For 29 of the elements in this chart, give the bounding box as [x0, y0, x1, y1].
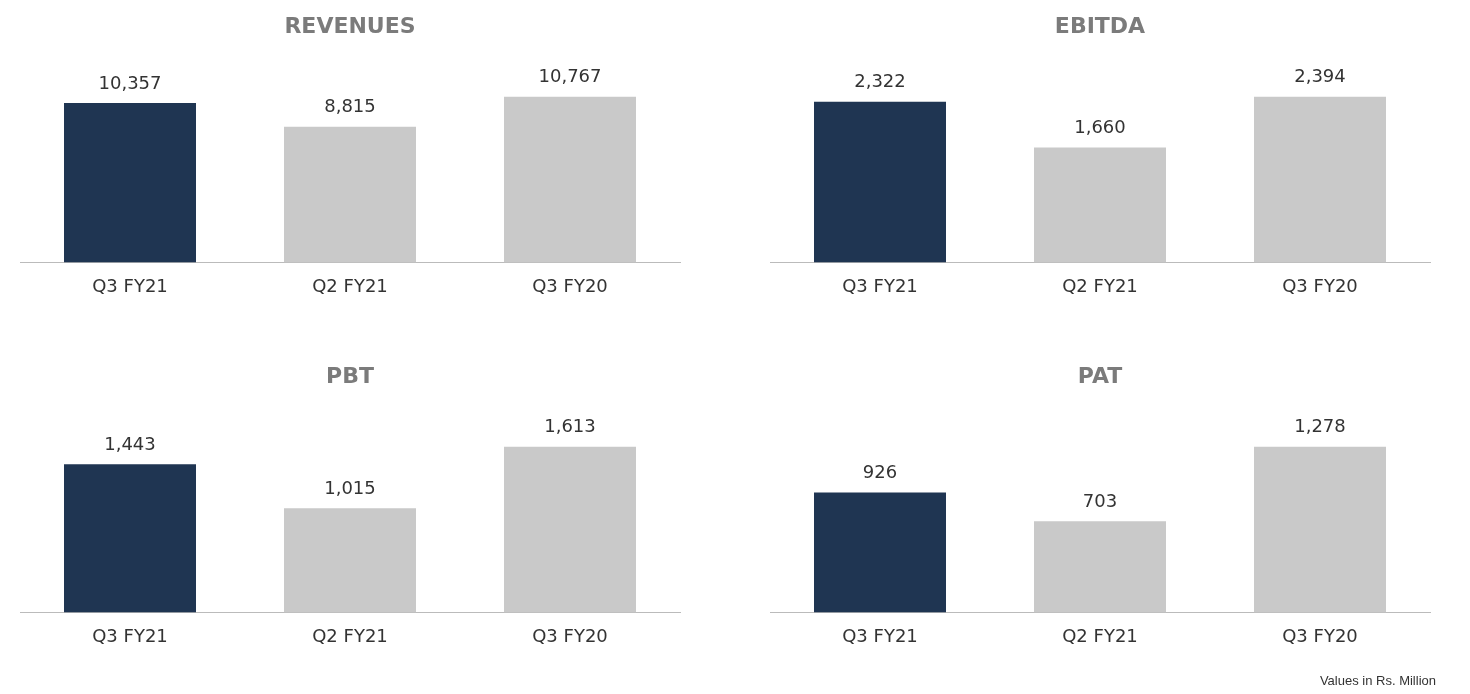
- x-tick-label: Q3 FY20: [1282, 624, 1358, 646]
- chart-title: EBITDA: [1054, 12, 1146, 38]
- data-label: 1,613: [544, 415, 596, 437]
- x-tick-label: Q3 FY21: [842, 274, 918, 296]
- data-label: 1,015: [324, 476, 376, 498]
- data-label: 10,767: [538, 65, 602, 87]
- data-label: 10,357: [98, 71, 162, 93]
- x-tick-label: Q2 FY21: [312, 274, 388, 296]
- data-label: 703: [1082, 489, 1118, 511]
- x-tick-label: Q2 FY21: [312, 624, 388, 646]
- x-tick-label: Q3 FY20: [532, 274, 608, 296]
- data-label: 1,660: [1074, 116, 1126, 138]
- x-tick-label: Q3 FY21: [92, 274, 168, 296]
- chart-title: PBT: [326, 362, 374, 388]
- data-label: 2,394: [1294, 65, 1346, 87]
- chart-title: PAT: [1077, 362, 1123, 388]
- chart-title: REVENUES: [284, 12, 416, 38]
- x-tick-label: Q2 FY21: [1062, 274, 1138, 296]
- x-tick-label: Q3 FY21: [92, 624, 168, 646]
- x-tick-label: Q3 FY21: [842, 624, 918, 646]
- x-tick-label: Q2 FY21: [1062, 624, 1138, 646]
- data-label: 8,815: [324, 95, 376, 117]
- text: Values in Rs. Million: [1319, 673, 1436, 688]
- data-label: 2,322: [854, 70, 906, 92]
- x-tick-label: Q3 FY20: [532, 624, 608, 646]
- data-label: 926: [862, 461, 898, 483]
- x-tick-label: Q3 FY20: [1282, 274, 1358, 296]
- data-label: 1,443: [104, 432, 156, 454]
- data-label: 1,278: [1294, 415, 1346, 437]
